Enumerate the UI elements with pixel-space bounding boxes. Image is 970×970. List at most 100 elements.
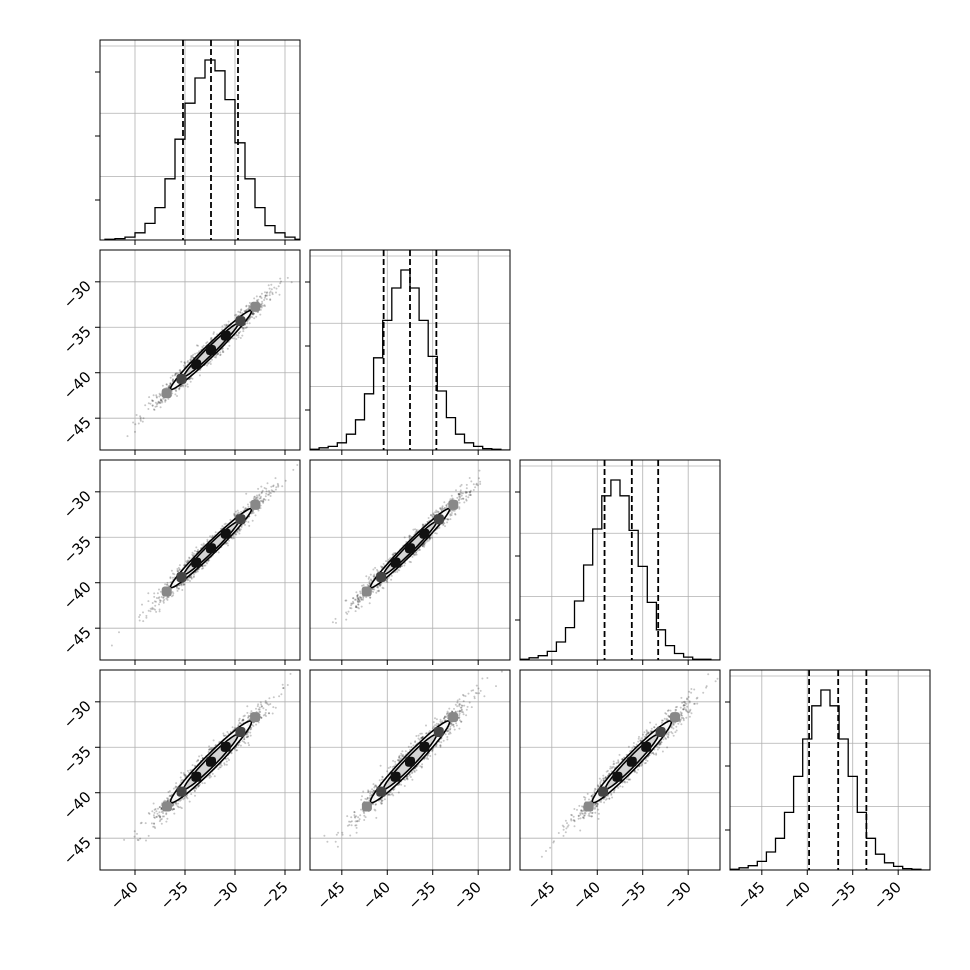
sample-point-2-1-473: [359, 595, 361, 598]
sample-point-2-1-1319: [382, 563, 385, 565]
sample-point-2-1-422: [356, 597, 359, 599]
sample-point-2-1-202: [421, 545, 424, 548]
sample-point-3-0-346: [161, 815, 164, 818]
sample-point-2-1-1366: [465, 499, 468, 502]
sample-point-2-0-990: [284, 479, 287, 482]
y-tick-label-2-3: −45: [60, 623, 95, 658]
sample-point-2-0-29: [240, 526, 243, 528]
sample-point-2-0-1236: [274, 488, 277, 491]
sample-point-2-0-1240: [165, 583, 168, 586]
sample-point-1-0-956: [182, 385, 185, 388]
sample-point-2-1-1099: [429, 514, 432, 517]
sample-point-3-0-570: [172, 787, 175, 790]
sample-point-2-1-164: [479, 480, 482, 483]
sample-point-3-0-3: [251, 723, 254, 726]
scatter-points-1-0: [126, 276, 293, 438]
sample-point-2-1-1070: [369, 596, 372, 599]
sample-point-1-0-1156: [151, 404, 154, 407]
sample-point-3-0-27: [157, 807, 159, 810]
sample-point-2-1-975: [362, 584, 365, 587]
sample-point-1-0-249: [286, 276, 289, 279]
sample-point-2-0-1084: [301, 457, 303, 459]
sample-point-1-0-607: [159, 406, 162, 409]
y-tick-label-2-1: −35: [60, 532, 95, 567]
sample-point-2-0-1118: [167, 584, 170, 587]
sample-point-2-1-925: [433, 513, 436, 516]
sample-point-3-0-217: [258, 708, 261, 711]
sample-point-2-0-373: [244, 507, 247, 510]
sample-point-1-0-1164: [251, 316, 254, 319]
sample-point-2-1-1368: [376, 568, 378, 571]
sample-point-2-1-1049: [443, 522, 446, 525]
sample-point-2-0-557: [157, 597, 160, 600]
sample-point-2-1-106: [446, 518, 449, 521]
sample-point-2-0-1124: [258, 497, 261, 500]
sample-point-1-0-1195: [165, 383, 168, 386]
sample-point-2-1-116: [421, 523, 424, 526]
sample-point-1-0-1375: [186, 385, 189, 388]
sample-point-2-1-393: [468, 490, 471, 493]
density-core-2-0: [161, 499, 261, 597]
sample-point-1-0-373: [139, 418, 142, 421]
sample-point-2-1-1151: [459, 495, 462, 498]
sample-point-2-0-693: [171, 591, 174, 593]
sample-point-2-1-39: [415, 530, 418, 533]
sample-point-2-1-1030: [421, 544, 424, 547]
sample-point-2-0-1328: [270, 485, 273, 488]
sample-point-2-0-130: [252, 511, 255, 514]
sample-point-2-0-900: [145, 616, 148, 619]
sample-point-2-0-774: [256, 496, 259, 499]
sample-point-2-1-717: [462, 497, 465, 500]
sample-point-3-0-635: [217, 768, 220, 771]
sample-point-1-0-1044: [155, 396, 158, 399]
sample-point-3-0-210: [175, 803, 178, 806]
sample-point-1-0-1246: [159, 399, 162, 402]
sample-point-1-0-1117: [183, 361, 186, 364]
panel-content-0-0: [100, 40, 300, 240]
sample-point-1-0-951: [175, 372, 178, 375]
sample-point-1-0-51: [149, 402, 152, 405]
sample-point-1-0-550: [224, 325, 227, 328]
sample-point-1-0-164: [260, 292, 263, 295]
sample-point-2-0-1015: [238, 529, 241, 532]
sample-point-1-0-807: [183, 361, 186, 364]
sample-point-2-0-1108: [197, 548, 199, 551]
sample-point-2-1-251: [443, 501, 446, 504]
sample-point-2-0-550: [254, 498, 257, 501]
sample-point-1-0-17: [257, 298, 260, 301]
sample-point-3-0-283: [242, 718, 245, 721]
sample-point-2-1-346: [356, 595, 359, 598]
sample-point-1-0-1326: [209, 338, 212, 341]
sample-point-2-0-214: [188, 556, 191, 559]
sample-point-2-1-423: [442, 508, 445, 511]
sample-point-2-1-739: [431, 515, 434, 518]
sample-point-2-0-676: [206, 562, 209, 565]
sample-point-1-0-570: [271, 291, 274, 294]
sample-point-3-0-628: [172, 804, 175, 806]
sample-point-1-0-48: [207, 362, 209, 365]
sample-point-1-0-330: [178, 385, 181, 388]
sample-point-2-0-923: [193, 553, 195, 555]
sample-point-1-0-103: [177, 372, 179, 375]
sample-point-2-1-420: [379, 585, 382, 587]
sample-point-2-0-1201: [233, 512, 236, 515]
sample-point-1-0-729: [197, 344, 199, 347]
sample-point-1-0-1204: [186, 361, 189, 364]
panel-frame-1-0: [99, 249, 301, 451]
sample-point-2-1-827: [465, 498, 468, 501]
sample-point-1-0-732: [268, 291, 271, 294]
sample-point-2-0-555: [145, 614, 148, 617]
sample-point-2-1-640: [435, 509, 438, 512]
sample-point-2-1-540: [470, 480, 473, 483]
sample-point-2-0-1127: [262, 499, 265, 502]
sample-point-2-1-519: [439, 507, 442, 509]
sample-point-3-0-176: [185, 774, 187, 777]
sample-point-2-1-187: [377, 586, 379, 589]
sample-point-2-1-954: [356, 593, 359, 596]
sample-point-1-0-90: [247, 318, 250, 321]
sample-point-2-0-1359: [177, 566, 180, 569]
sample-point-3-0-226: [255, 707, 257, 710]
sample-point-2-1-1086: [441, 507, 444, 510]
sample-point-2-0-49: [255, 497, 258, 500]
sample-point-2-1-856: [331, 621, 334, 624]
